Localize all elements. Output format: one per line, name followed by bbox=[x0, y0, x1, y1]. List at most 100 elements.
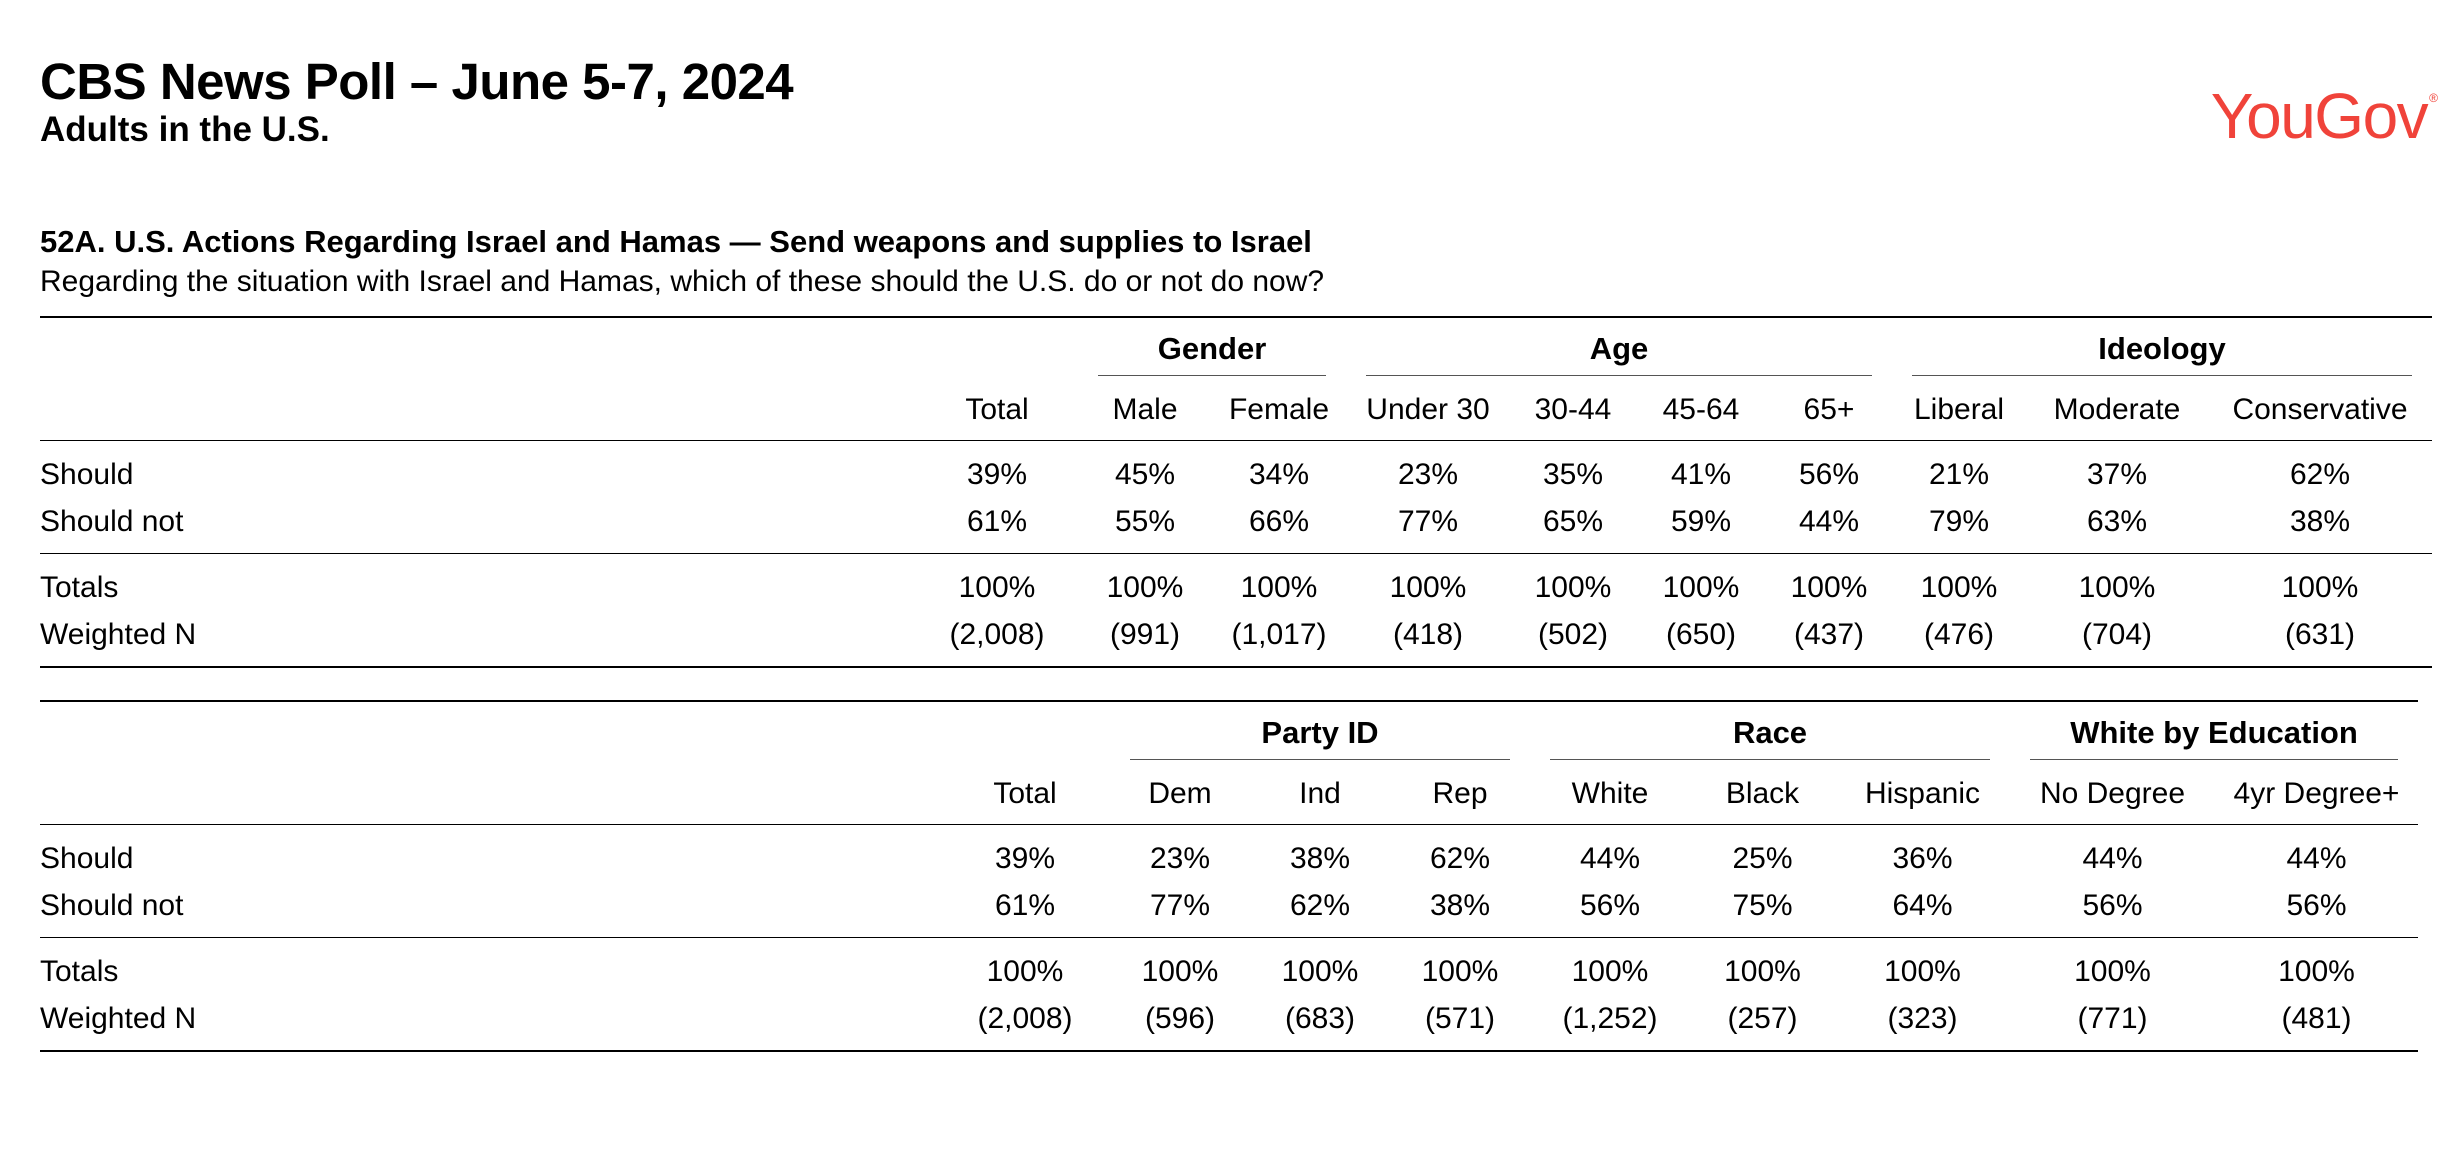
table-row: Should not 61% 77% 62% 38% 56% 75% 64% 5… bbox=[40, 882, 2418, 938]
table-cell: 44% bbox=[1798, 504, 1860, 538]
column-header: Hispanic bbox=[1864, 777, 1981, 810]
column-header: Female bbox=[1228, 393, 1330, 426]
table-cell: 63% bbox=[2086, 504, 2148, 538]
row-label: Should not bbox=[40, 888, 184, 922]
table-cell: (502) bbox=[1537, 617, 1609, 651]
table-cell: 100% bbox=[2078, 570, 2156, 604]
table-cell: 77% bbox=[1149, 888, 1211, 922]
column-header: White bbox=[1571, 777, 1649, 810]
table-cell: 100% bbox=[1571, 954, 1649, 988]
row-label: Totals bbox=[40, 570, 119, 604]
column-header: Under 30 bbox=[1366, 393, 1490, 426]
table-cell: 62% bbox=[1289, 888, 1351, 922]
group-header-ideology: Ideology bbox=[1892, 317, 2432, 380]
row-label: Weighted N bbox=[40, 1001, 197, 1035]
table-cell: 75% bbox=[1732, 888, 1793, 922]
table-cell: 65% bbox=[1542, 504, 1604, 538]
table-cell: (704) bbox=[2081, 617, 2153, 651]
question-text: Regarding the situation with Israel and … bbox=[40, 265, 1325, 298]
table-cell: (771) bbox=[2077, 1001, 2148, 1035]
table-cell: (631) bbox=[2284, 617, 2356, 651]
table-cell: 23% bbox=[1149, 841, 1211, 875]
row-label: Should bbox=[40, 841, 134, 875]
question-title: 52A. U.S. Actions Regarding Israel and H… bbox=[40, 224, 1312, 259]
table-cell: (2,008) bbox=[949, 617, 1045, 651]
table-cell: 39% bbox=[994, 841, 1056, 875]
table-cell: (476) bbox=[1923, 617, 1995, 651]
table-cell: (323) bbox=[1887, 1001, 1958, 1035]
table-cell: (2,008) bbox=[977, 1001, 1073, 1035]
table-cell: 41% bbox=[1670, 457, 1732, 491]
table-cell: (596) bbox=[1144, 1001, 1216, 1035]
page-subtitle: Adults in the U.S. bbox=[40, 110, 330, 149]
column-header: 45-64 bbox=[1662, 393, 1740, 426]
column-header: Rep bbox=[1432, 777, 1488, 810]
table-cell: 25% bbox=[1732, 841, 1793, 875]
table-cell: 66% bbox=[1248, 504, 1310, 538]
table-cell: 100% bbox=[1389, 570, 1467, 604]
table-cell: 56% bbox=[1579, 888, 1641, 922]
table-cell: 38% bbox=[2289, 504, 2351, 538]
crosstab-party-race-education: Party ID Race White by Education Total D… bbox=[40, 700, 2418, 1052]
table-cell: 100% bbox=[1884, 954, 1961, 988]
table-cell: 100% bbox=[1240, 570, 1318, 604]
table-cell: (418) bbox=[1392, 617, 1464, 651]
group-header-race: Race bbox=[1530, 701, 2010, 764]
column-header: Ind bbox=[1299, 777, 1341, 810]
table-cell: 61% bbox=[994, 888, 1056, 922]
table-cell: (437) bbox=[1793, 617, 1865, 651]
column-header: Liberal bbox=[1913, 393, 2005, 426]
table-cell: (683) bbox=[1284, 1001, 1356, 1035]
row-label: Should bbox=[40, 457, 134, 491]
table-cell: 100% bbox=[1421, 954, 1499, 988]
table-cell: 100% bbox=[2278, 954, 2355, 988]
row-label: Should not bbox=[40, 504, 184, 538]
group-header-white-by-education: White by Education bbox=[2010, 701, 2418, 764]
table-cell: 59% bbox=[1670, 504, 1732, 538]
column-header: 65+ bbox=[1803, 393, 1855, 426]
totals-row: Totals 100% 100% 100% 100% 100% 100% 100… bbox=[40, 938, 2418, 996]
table-row: Should 39% 45% 34% 23% 35% 41% 56% 21% 3… bbox=[40, 441, 2432, 499]
table-cell: 100% bbox=[1106, 570, 1184, 604]
table-cell: (650) bbox=[1665, 617, 1737, 651]
group-header-row: Party ID Race White by Education bbox=[40, 701, 2418, 764]
table-cell: 100% bbox=[2074, 954, 2151, 988]
totals-row: Totals 100% 100% 100% 100% 100% 100% 100… bbox=[40, 554, 2432, 612]
table-cell: 100% bbox=[958, 570, 1036, 604]
table-cell: 55% bbox=[1114, 504, 1176, 538]
table-cell: 100% bbox=[2281, 570, 2359, 604]
table-cell: 35% bbox=[1542, 457, 1604, 491]
column-header: Conservative bbox=[2232, 393, 2408, 426]
table-cell: 62% bbox=[2289, 457, 2351, 491]
row-label: Weighted N bbox=[40, 617, 197, 651]
column-header: Male bbox=[1112, 393, 1178, 426]
table-cell: 100% bbox=[1724, 954, 1801, 988]
table-cell: 44% bbox=[1579, 841, 1641, 875]
table-cell: 100% bbox=[986, 954, 1064, 988]
table-cell: 45% bbox=[1114, 457, 1176, 491]
table-cell: 37% bbox=[2086, 457, 2148, 491]
table-row: Should not 61% 55% 66% 77% 65% 59% 44% 7… bbox=[40, 498, 2432, 554]
table-cell: 100% bbox=[1790, 570, 1868, 604]
table-cell: 79% bbox=[1928, 504, 1990, 538]
column-header: No Degree bbox=[2039, 777, 2186, 810]
registered-mark: ® bbox=[2429, 91, 2438, 105]
column-header: Dem bbox=[1148, 777, 1212, 810]
table-cell: 64% bbox=[1892, 888, 1953, 922]
table-cell: 44% bbox=[2286, 841, 2347, 875]
group-header-row: Gender Age Ideology bbox=[40, 317, 2432, 380]
table-cell: 36% bbox=[1892, 841, 1953, 875]
table-cell: 38% bbox=[1289, 841, 1351, 875]
table-cell: (1,252) bbox=[1562, 1001, 1658, 1035]
page-title: CBS News Poll – June 5-7, 2024 bbox=[40, 53, 794, 110]
group-header-age: Age bbox=[1346, 317, 1892, 380]
table-cell: 100% bbox=[1281, 954, 1359, 988]
table-cell: 21% bbox=[1928, 457, 1990, 491]
column-header: Total bbox=[993, 777, 1057, 810]
column-header-row: Total Male Female Under 30 30-44 45-64 6… bbox=[40, 380, 2432, 441]
table-cell: 39% bbox=[966, 457, 1028, 491]
column-header: 30-44 bbox=[1534, 393, 1612, 426]
table-cell: 44% bbox=[2082, 841, 2143, 875]
table-cell: 23% bbox=[1397, 457, 1459, 491]
table-cell: (257) bbox=[1727, 1001, 1798, 1035]
